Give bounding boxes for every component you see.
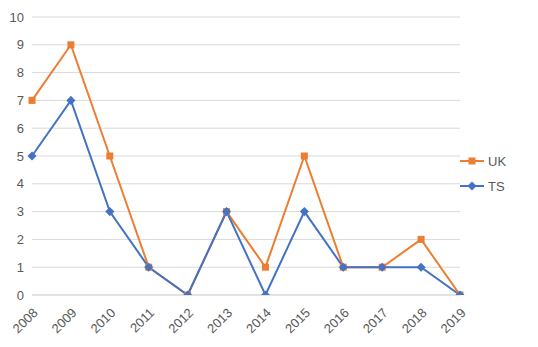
svg-text:10: 10 <box>10 10 24 25</box>
svg-text:7: 7 <box>17 93 24 108</box>
svg-text:2011: 2011 <box>127 305 157 335</box>
svg-text:9: 9 <box>17 37 24 52</box>
svg-text:2016: 2016 <box>321 305 352 336</box>
svg-text:0: 0 <box>17 288 24 303</box>
svg-text:2012: 2012 <box>165 305 196 336</box>
svg-text:8: 8 <box>17 65 24 80</box>
svg-text:2008: 2008 <box>10 305 41 336</box>
svg-text:4: 4 <box>17 176 24 191</box>
html-text:TS: TS <box>488 178 505 194</box>
svg-text:2015: 2015 <box>282 305 313 336</box>
svg-text:2014: 2014 <box>243 305 274 336</box>
svg-text:5: 5 <box>17 149 24 164</box>
svg-text:2013: 2013 <box>204 305 235 336</box>
svg-text:2009: 2009 <box>48 305 79 336</box>
svg-text:2017: 2017 <box>360 305 391 336</box>
svg-text:2: 2 <box>17 232 24 247</box>
svg-text:2010: 2010 <box>87 305 118 336</box>
svg-text:2018: 2018 <box>399 305 430 336</box>
svg-text:6: 6 <box>17 121 24 136</box>
svg-text:3: 3 <box>17 204 24 219</box>
svg-text:1: 1 <box>17 260 24 275</box>
svg-text:2019: 2019 <box>438 305 469 336</box>
html-text:UK: UK <box>488 153 507 169</box>
